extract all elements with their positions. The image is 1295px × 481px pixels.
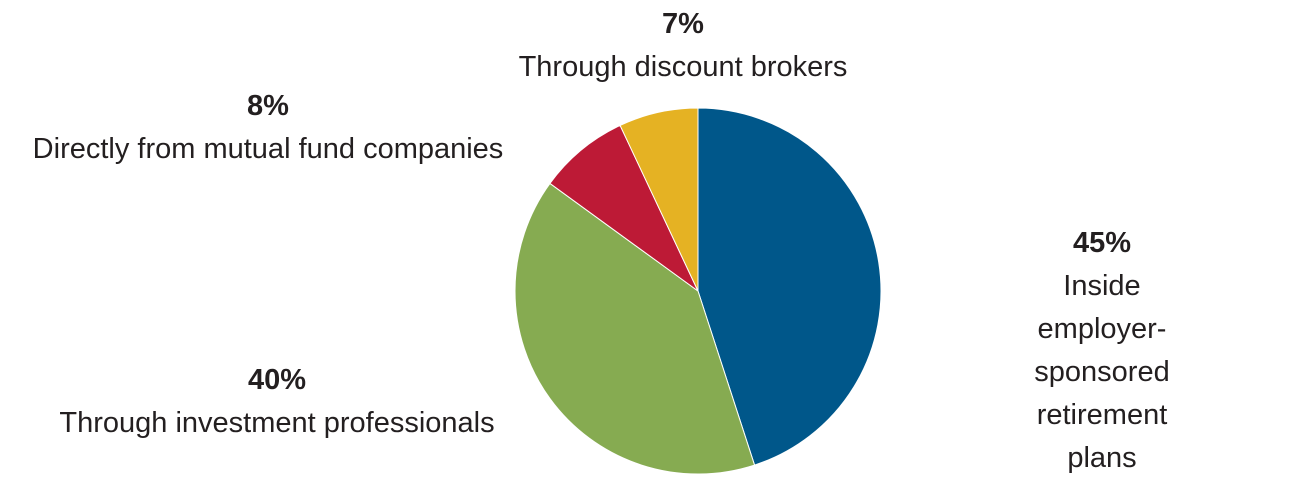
slice-label: 45% Inside employer-sponsored retirement … <box>1006 222 1199 480</box>
pie-slice <box>549 124 699 292</box>
value-label: 45% <box>1072 227 1132 259</box>
category-label: Directly from mutual fund companies <box>32 133 504 165</box>
pie-slice <box>514 182 756 475</box>
slice-label: 7% Through discount brokers <box>519 3 848 89</box>
value-label: 8% <box>247 90 289 122</box>
pie-slice <box>697 107 882 466</box>
value-label: 40% <box>247 364 307 396</box>
value-label: 7% <box>662 8 704 40</box>
pie-slice <box>619 107 699 292</box>
category-label: Through investment professionals <box>59 407 495 439</box>
category-label: Through discount brokers <box>518 51 848 83</box>
slice-label: 40% Through investment professionals <box>59 359 494 445</box>
slice-label: 8% Directly from mutual fund companies <box>33 85 504 171</box>
category-label: Inside employer-sponsored retirement pla… <box>1034 270 1170 474</box>
